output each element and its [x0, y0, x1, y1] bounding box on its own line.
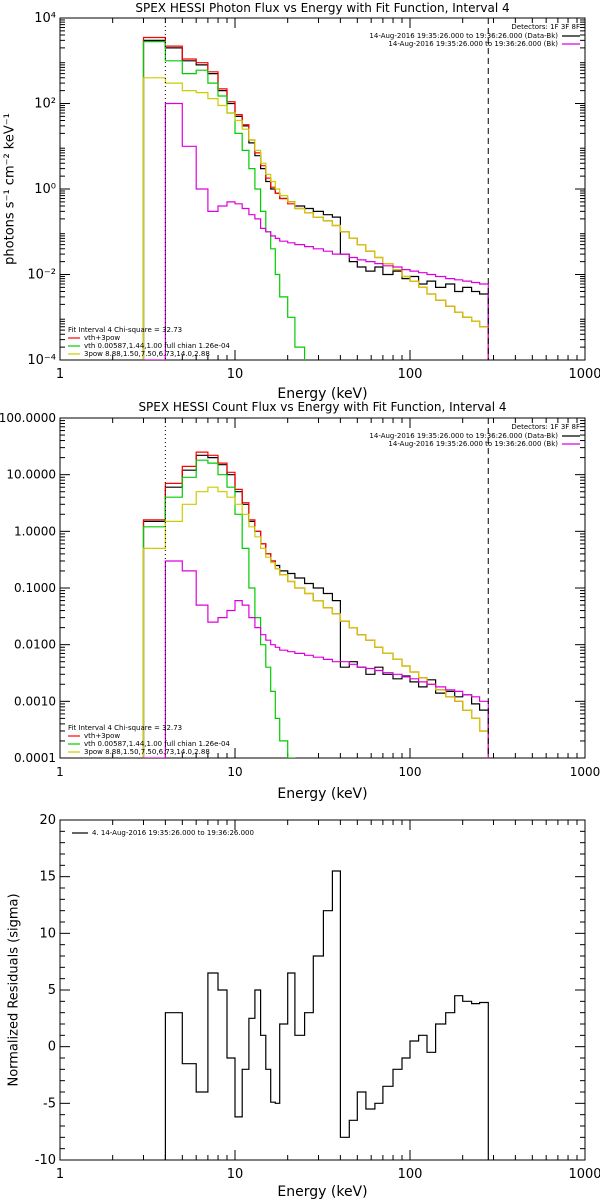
- legend-top-entry: 14-Aug-2016 19:35:26.000 to 19:36:26.000…: [369, 432, 558, 440]
- x-tick-label: 100: [398, 1167, 423, 1182]
- x-tick-label: 100: [399, 765, 422, 779]
- plot-area: [144, 418, 489, 763]
- series-line-5: [144, 104, 489, 366]
- y-tick-label: -10: [35, 1153, 56, 1168]
- y-tick-label: 0.0010: [14, 694, 56, 708]
- x-tick-label: 1: [56, 765, 64, 779]
- legend-entry: 4. 14-Aug-2016 19:35:26.000 to 19:36:26.…: [92, 829, 254, 837]
- x-tick-label: 1: [56, 367, 64, 382]
- x-tick-label: 10: [227, 367, 244, 382]
- chart-panel-2: SPEX HESSI Count Flux vs Energy with Fit…: [0, 400, 600, 802]
- x-axis-label: Energy (keV): [277, 1184, 367, 1200]
- y-tick-label: 1.0000: [14, 524, 56, 538]
- plot-area: [144, 18, 489, 365]
- x-tick-label: 10: [227, 765, 242, 779]
- series-line-2: [144, 38, 489, 366]
- series-line-1: [165, 871, 488, 1165]
- y-tick-label: 10: [39, 926, 56, 941]
- y-tick-label: 15: [39, 870, 56, 885]
- chart-title: SPEX HESSI Count Flux vs Energy with Fit…: [138, 400, 506, 414]
- y-tick-label: 10⁻⁴: [27, 353, 56, 368]
- x-tick-label: 1000: [570, 765, 600, 779]
- plot-frame: [60, 18, 585, 360]
- legend-fit-entry: vth 0.00587,1.44,1.00 full chian 1.26e-0…: [84, 740, 230, 748]
- y-tick-label: 0.0100: [14, 638, 56, 652]
- y-tick-label: 5: [48, 983, 56, 998]
- x-tick-label: 1000: [568, 367, 600, 382]
- legend-detectors: Detectors: 1F 3F 8F: [511, 23, 580, 31]
- legend-fit-entry: vth+3pow: [84, 334, 120, 342]
- legend-top-entry: 14-Aug-2016 19:35:26.000 to 19:36:26.000…: [388, 40, 558, 48]
- x-tick-label: 1000: [568, 1167, 600, 1182]
- y-axis-label: Normalized Residuals (sigma): [7, 893, 22, 1086]
- series-line-2: [144, 452, 489, 763]
- x-tick-label: 1: [56, 1167, 64, 1182]
- series-line-3: [144, 460, 295, 763]
- y-tick-label: 10.0000: [6, 468, 56, 482]
- y-tick-label: 0: [48, 1040, 56, 1055]
- x-axis-label: Energy (keV): [277, 786, 367, 802]
- y-tick-label: 0.0001: [14, 751, 56, 765]
- legend-fit-header: Fit Interval 4 Chi-square = 32.73: [68, 724, 182, 732]
- legend-fit-entry: 3pow 8.88,1.50,7.50,6.73,14.0,2.88: [84, 350, 210, 358]
- series-line-1: [144, 40, 489, 365]
- plot-frame: [60, 820, 585, 1160]
- y-tick-label: 100.0000: [0, 411, 56, 425]
- y-tick-label: 10⁰: [34, 182, 56, 197]
- y-axis-label: photons s⁻¹ cm⁻² keV⁻¹: [3, 113, 18, 265]
- chart-panel-3: 1 10 100 1000 -10 -5 0 5 10 15 20 Energy (keV) Norma…: [7, 813, 600, 1200]
- legend-top-entry: 14-Aug-2016 19:35:26.000 to 19:36:26.000…: [388, 440, 558, 448]
- y-tick-label: 10⁴: [34, 11, 56, 26]
- x-tick-label: 100: [398, 367, 423, 382]
- legend-fit-header: Fit Interval 4 Chi-square = 32.73: [68, 326, 182, 334]
- y-tick-label: 10²: [34, 97, 56, 112]
- y-tick-label: 20: [39, 813, 56, 828]
- plot-area: [165, 871, 488, 1165]
- chart-title: SPEX HESSI Photon Flux vs Energy with Fi…: [135, 1, 509, 15]
- chart-panel-1: SPEX HESSI Photon Flux vs Energy with Fi…: [3, 1, 600, 402]
- legend-fit-entry: 3pow 8.88,1.50,7.50,6.73,14.0,2.88: [84, 748, 210, 756]
- y-tick-label: 0.1000: [14, 581, 56, 595]
- legend-detectors: Detectors: 1F 3F 8F: [511, 423, 580, 431]
- y-tick-label: 10⁻²: [27, 268, 56, 283]
- y-tick-label: -5: [43, 1096, 56, 1111]
- legend-top-entry: 14-Aug-2016 19:35:26.000 to 19:36:26.000…: [369, 32, 558, 40]
- series-line-4: [144, 487, 489, 763]
- series-line-5: [144, 561, 489, 763]
- series-line-4: [144, 78, 489, 365]
- legend-fit-entry: vth+3pow: [84, 732, 120, 740]
- legend-fit-entry: vth 0.00587,1.44,1.00 full chian 1.26e-0…: [84, 342, 230, 350]
- x-tick-label: 10: [227, 1167, 244, 1182]
- series-line-1: [144, 455, 489, 763]
